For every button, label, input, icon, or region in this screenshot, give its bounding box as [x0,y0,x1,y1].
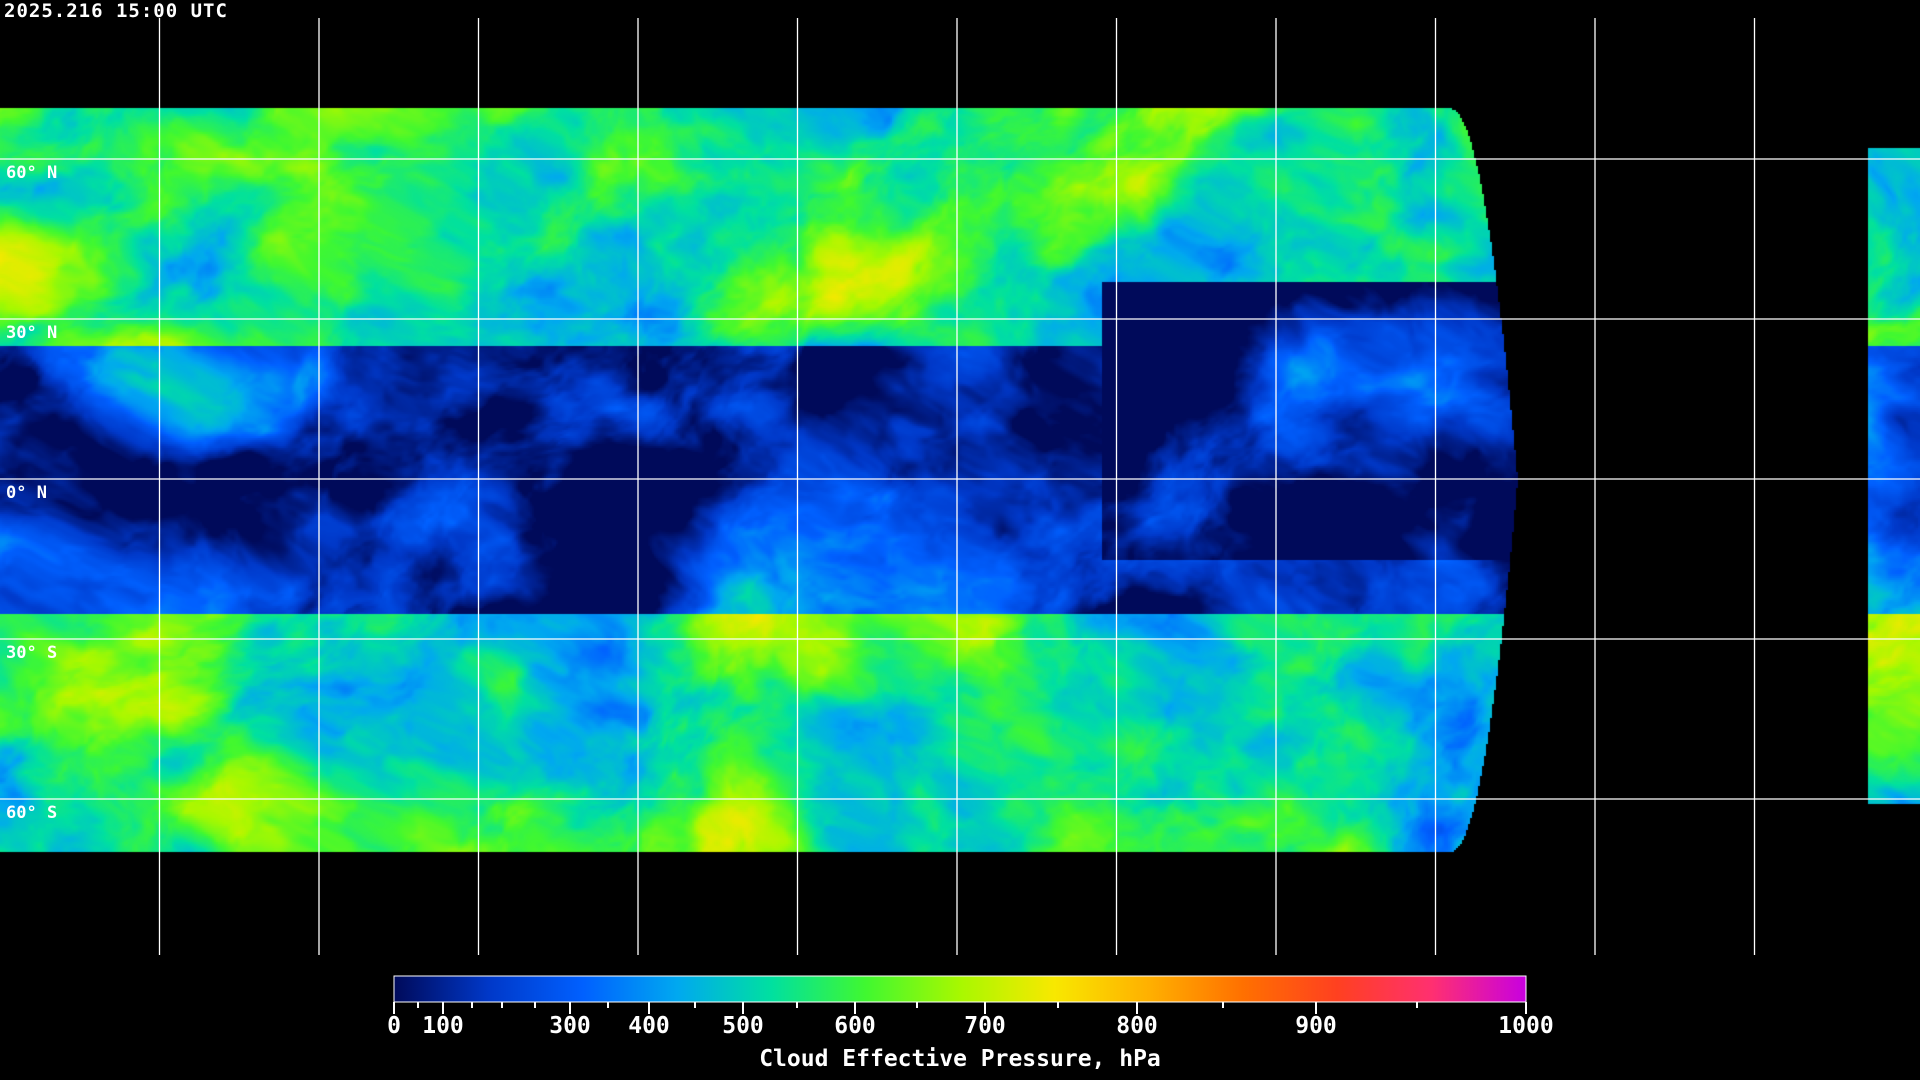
lat-label-0: 0° N [6,483,47,503]
lat-label-60s: 60° S [6,803,58,823]
colorbar-gradient [393,975,1527,1003]
lat-label-30n: 30° N [6,323,58,343]
cloud-pressure-map [0,0,1920,960]
colorbar-title: Cloud Effective Pressure, hPa [759,1046,1161,1072]
colorbar-tick-label: 300 [549,1013,591,1039]
colorbar-tick-label: 400 [628,1013,670,1039]
colorbar-tick-label: 500 [722,1013,764,1039]
colorbar-tick-label: 900 [1295,1013,1337,1039]
lat-lon-grid [0,18,1920,955]
colorbar-tick-label: 700 [964,1013,1006,1039]
colorbar [393,975,1527,1014]
colorbar-tick-label: 0 [387,1013,401,1039]
timestamp-title: 2025.216 15:00 UTC [4,0,228,22]
colorbar-tick-label: 100 [422,1013,464,1039]
colorbar-tick-label: 800 [1116,1013,1158,1039]
colorbar-tick-label: 1000 [1498,1013,1554,1039]
lat-label-60n: 60° N [6,163,58,183]
colorbar-tick-label: 600 [834,1013,876,1039]
lat-label-30s: 30° S [6,643,58,663]
